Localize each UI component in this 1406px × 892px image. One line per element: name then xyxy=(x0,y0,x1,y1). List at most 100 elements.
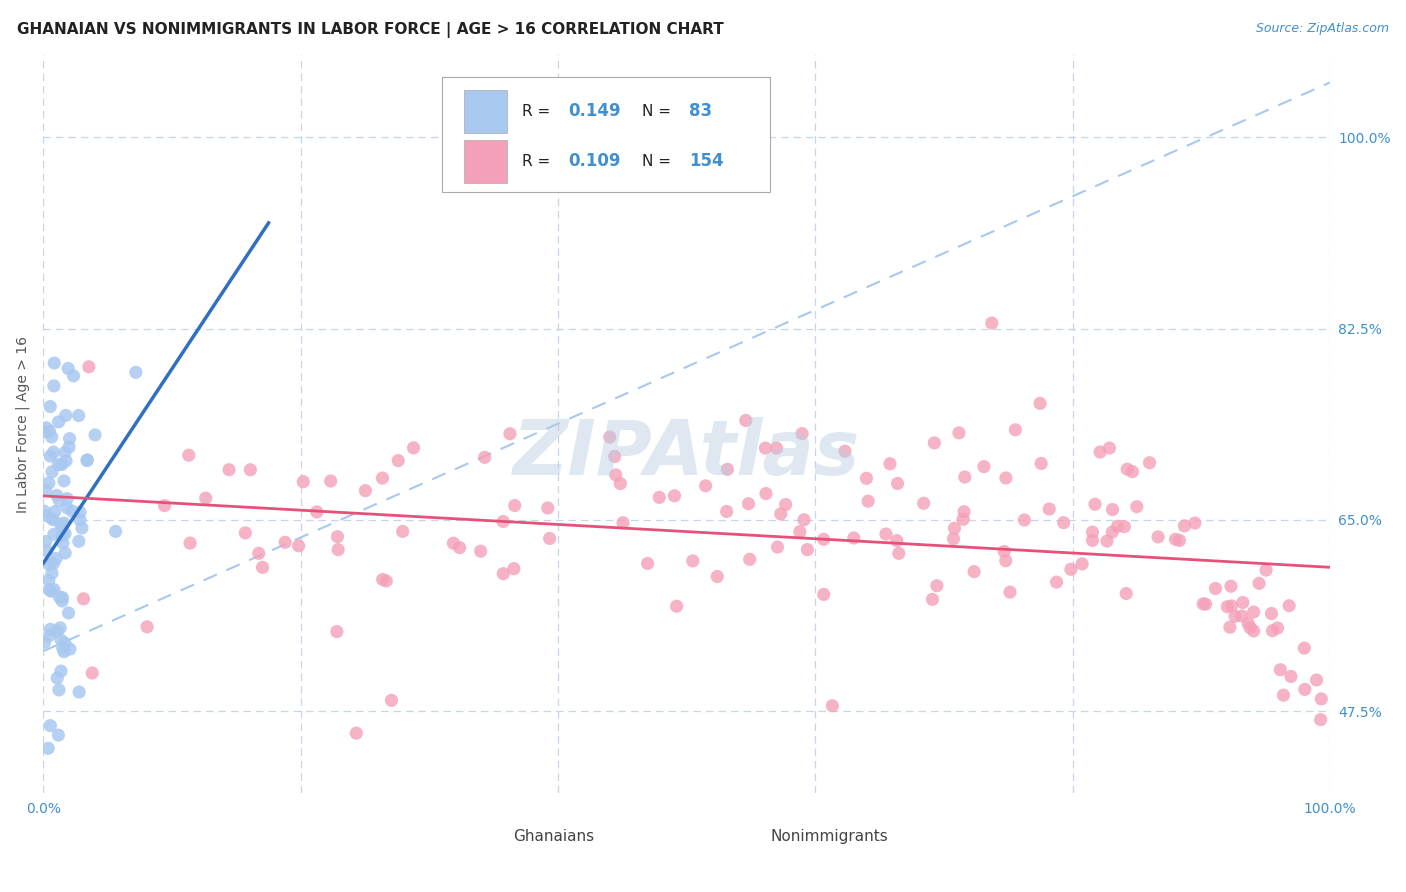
Point xyxy=(1081,525,1104,540)
Point xyxy=(887,546,910,560)
Point xyxy=(39,584,62,599)
Point xyxy=(716,504,738,518)
Point xyxy=(1216,599,1239,614)
Point xyxy=(49,621,72,635)
Point xyxy=(58,432,80,446)
Text: R =: R = xyxy=(522,154,555,169)
Point xyxy=(1220,599,1243,613)
Point xyxy=(49,633,72,648)
Text: Ghanaians: Ghanaians xyxy=(513,830,595,845)
Point xyxy=(942,532,965,546)
Point xyxy=(52,640,75,655)
Point xyxy=(474,450,496,465)
Point xyxy=(1164,533,1187,547)
Point xyxy=(402,441,425,455)
Point xyxy=(925,579,948,593)
Point xyxy=(42,379,65,393)
Text: 0.109: 0.109 xyxy=(568,153,621,170)
Point xyxy=(1294,682,1316,697)
Bar xyxy=(449,827,501,847)
Point xyxy=(1305,673,1327,687)
Point xyxy=(53,636,76,650)
Point xyxy=(664,489,686,503)
Point xyxy=(44,505,66,519)
Point xyxy=(1014,513,1036,527)
Point xyxy=(53,445,76,459)
Point xyxy=(682,554,704,568)
Point xyxy=(609,476,631,491)
Point xyxy=(706,569,728,583)
Point xyxy=(790,426,813,441)
Point xyxy=(42,527,65,541)
Point xyxy=(1310,692,1333,706)
Point xyxy=(769,507,792,521)
Point xyxy=(56,361,79,376)
Point xyxy=(46,624,69,639)
Point xyxy=(136,620,159,634)
Point xyxy=(70,521,93,535)
Point xyxy=(326,530,349,544)
Point xyxy=(912,496,935,510)
Point xyxy=(319,474,342,488)
Point xyxy=(1088,445,1111,459)
Point xyxy=(789,524,811,539)
Point xyxy=(194,491,217,505)
Point xyxy=(1081,533,1104,548)
Point xyxy=(55,409,77,423)
Point xyxy=(1261,624,1284,638)
Text: N =: N = xyxy=(641,154,675,169)
Point xyxy=(326,542,349,557)
Point xyxy=(67,409,90,423)
Point xyxy=(39,449,62,463)
Point xyxy=(948,425,970,440)
Point xyxy=(67,685,90,699)
Point xyxy=(51,519,73,533)
Point xyxy=(1194,597,1216,611)
Point xyxy=(1249,576,1271,591)
Point xyxy=(499,426,522,441)
Point xyxy=(387,453,409,467)
Point xyxy=(993,544,1015,558)
Point xyxy=(41,465,63,479)
Point xyxy=(998,585,1021,599)
Point xyxy=(1147,530,1170,544)
Point xyxy=(34,425,56,439)
Point xyxy=(648,491,671,505)
Point xyxy=(45,488,67,502)
Point xyxy=(48,493,70,508)
Point xyxy=(375,574,398,588)
Point xyxy=(177,448,200,462)
Point xyxy=(1071,557,1094,571)
Point xyxy=(45,551,67,566)
Point xyxy=(252,560,274,574)
Point xyxy=(1060,562,1083,576)
Y-axis label: In Labor Force | Age > 16: In Labor Force | Age > 16 xyxy=(15,335,30,513)
Point xyxy=(62,368,84,383)
Point xyxy=(1184,516,1206,530)
Point xyxy=(821,698,844,713)
Point xyxy=(537,500,560,515)
Point xyxy=(344,726,367,740)
Point xyxy=(48,682,70,697)
Point xyxy=(48,590,70,604)
Point xyxy=(51,528,73,542)
Point xyxy=(55,454,77,468)
Point xyxy=(1115,586,1137,600)
Point xyxy=(371,573,394,587)
Point xyxy=(153,499,176,513)
Text: GHANAIAN VS NONIMMIGRANTS IN LABOR FORCE | AGE > 16 CORRELATION CHART: GHANAIAN VS NONIMMIGRANTS IN LABOR FORCE… xyxy=(17,22,724,38)
Point xyxy=(943,521,966,535)
Text: R =: R = xyxy=(522,103,555,119)
Point xyxy=(72,591,94,606)
Point xyxy=(41,512,63,526)
Point xyxy=(1270,663,1292,677)
Point xyxy=(952,512,974,526)
Point xyxy=(42,556,65,570)
Point xyxy=(813,587,835,601)
Point xyxy=(51,594,73,608)
Point xyxy=(716,462,738,476)
Point xyxy=(1279,669,1302,683)
Point xyxy=(502,561,524,575)
Point xyxy=(1095,534,1118,549)
Point xyxy=(104,524,127,539)
